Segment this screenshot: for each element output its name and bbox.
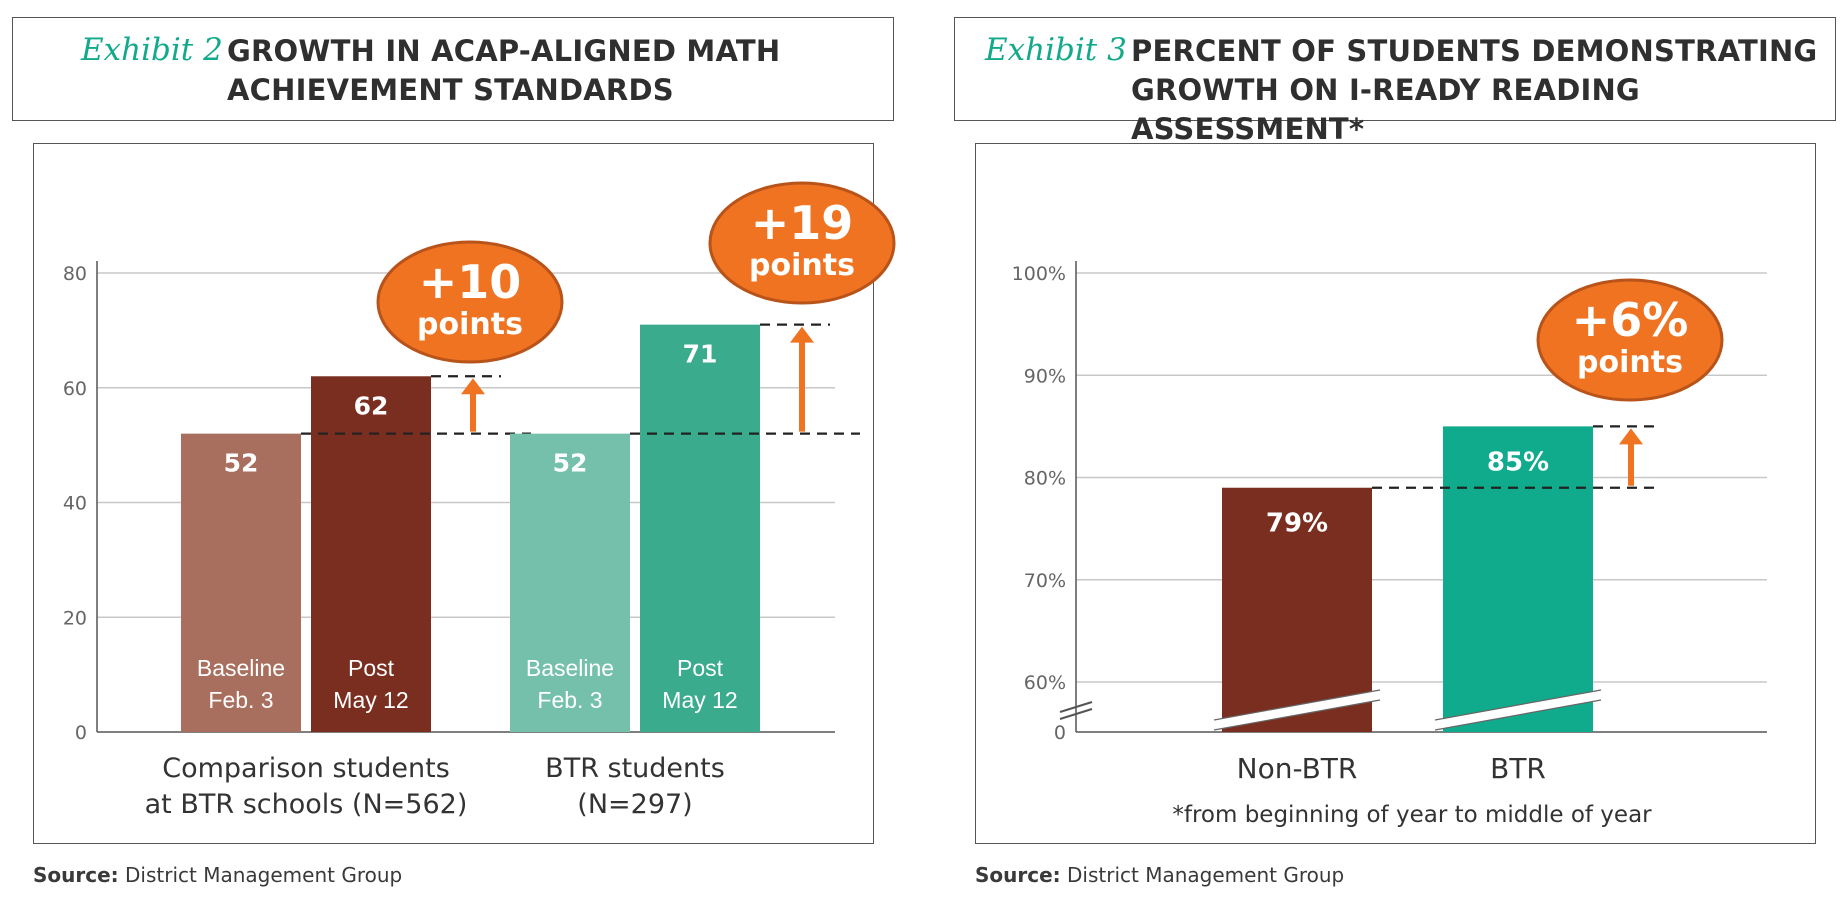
ex3-axis-break-mark	[1059, 701, 1093, 713]
ex2-callout-big: +19	[751, 196, 854, 250]
ex3-bar-break-stripe	[1435, 690, 1601, 730]
ex3-bar	[1222, 487, 1372, 732]
ex3-ytick-label: 70%	[1024, 570, 1066, 592]
ex2-callout-ellipse	[376, 240, 564, 364]
ex2-bar	[181, 433, 301, 732]
ex2-growth-arrow-head	[790, 326, 814, 343]
ex2-group-label: Comparison students at BTR schools (N=562…	[145, 753, 468, 820]
exhibit2-source: Source: District Management Group	[33, 863, 402, 887]
ex3-bar-break-edge	[1213, 689, 1381, 721]
ex3-bar-value-label: 79%	[1266, 509, 1328, 539]
ex2-group-label: BTR students (N=297)	[545, 753, 725, 820]
ex2-bar-sublabel: Baseline Feb. 3	[197, 655, 285, 713]
ex2-bar-value-label: 62	[354, 391, 389, 420]
ex2-ytick-label: 80	[63, 263, 87, 285]
ex2-callout-small: points	[749, 248, 855, 283]
exhibit3-title-box: Exhibit 3 PERCENT OF STUDENTS DEMONSTRAT…	[954, 17, 1836, 146]
ex2-bar	[510, 433, 630, 732]
ex2-callout-ellipse	[708, 181, 896, 305]
ex2-ytick-label: 0	[75, 722, 87, 744]
ex3-bar-value-label: 85%	[1487, 447, 1549, 477]
exhibit2-source-text: District Management Group	[125, 863, 403, 887]
exhibit2-title-box: Exhibit 2 GROWTH IN ACAP-ALIGNED MATH AC…	[12, 17, 894, 121]
ex2-bar-sublabel: Post May 12	[662, 655, 737, 713]
ex3-bar-break-edge	[1434, 689, 1602, 721]
ex3-ytick-label: 80%	[1024, 468, 1066, 490]
ex2-bar	[640, 324, 760, 732]
ex2-bar-value-label: 52	[224, 449, 259, 478]
ex2-bar-value-label: 52	[553, 449, 588, 478]
ex3-growth-arrow-head	[1619, 428, 1643, 445]
ex2-bar-value-label: 71	[683, 340, 718, 369]
ex2-ytick-label: 60	[63, 378, 87, 400]
exhibit3-label: Exhibit 3	[985, 32, 1127, 68]
exhibit2-title: GROWTH IN ACAP-ALIGNED MATH ACHIEVEMENT …	[227, 34, 781, 107]
ex3-bar-break-edge	[1213, 699, 1381, 731]
ex3-callout-small: points	[1577, 345, 1683, 380]
ex2-callout-big: +10	[419, 255, 522, 309]
exhibit3-source-label: Source:	[975, 863, 1061, 887]
ex3-bar-break-stripe	[1214, 690, 1380, 730]
ex3-callout-ellipse	[1536, 278, 1724, 402]
exhibit3-chart-frame	[975, 143, 1816, 844]
exhibit2-label: Exhibit 2	[81, 32, 223, 68]
exhibit3-source-text: District Management Group	[1067, 863, 1345, 887]
exhibit3-source: Source: District Management Group	[975, 863, 1344, 887]
ex3-bar-break-edge	[1434, 699, 1602, 731]
ex2-callout-small: points	[417, 307, 523, 342]
ex3-ytick-label: 90%	[1024, 365, 1066, 387]
ex2-bar	[311, 376, 431, 732]
ex3-footnote: *from beginning of year to middle of yea…	[1172, 802, 1652, 828]
exhibit2-source-label: Source:	[33, 863, 119, 887]
ex2-bar-sublabel: Post May 12	[333, 655, 408, 713]
ex3-category-label: BTR	[1490, 752, 1546, 785]
ex3-callout-big: +6%	[1572, 293, 1689, 347]
ex3-ytick-label: 100%	[1012, 263, 1066, 285]
ex2-ytick-label: 40	[63, 493, 87, 515]
ex3-ytick-label: 0	[1054, 722, 1066, 744]
ex3-ytick-label: 60%	[1024, 672, 1066, 694]
exhibit3-title: PERCENT OF STUDENTS DEMONSTRATING GROWTH…	[1131, 34, 1818, 146]
ex3-axis-break-mark	[1059, 708, 1093, 720]
ex3-bar	[1443, 426, 1593, 732]
ex2-bar-sublabel: Baseline Feb. 3	[526, 655, 614, 713]
ex2-ytick-label: 20	[63, 607, 87, 629]
ex3-category-label: Non-BTR	[1237, 752, 1358, 785]
ex2-growth-arrow-head	[461, 378, 485, 395]
